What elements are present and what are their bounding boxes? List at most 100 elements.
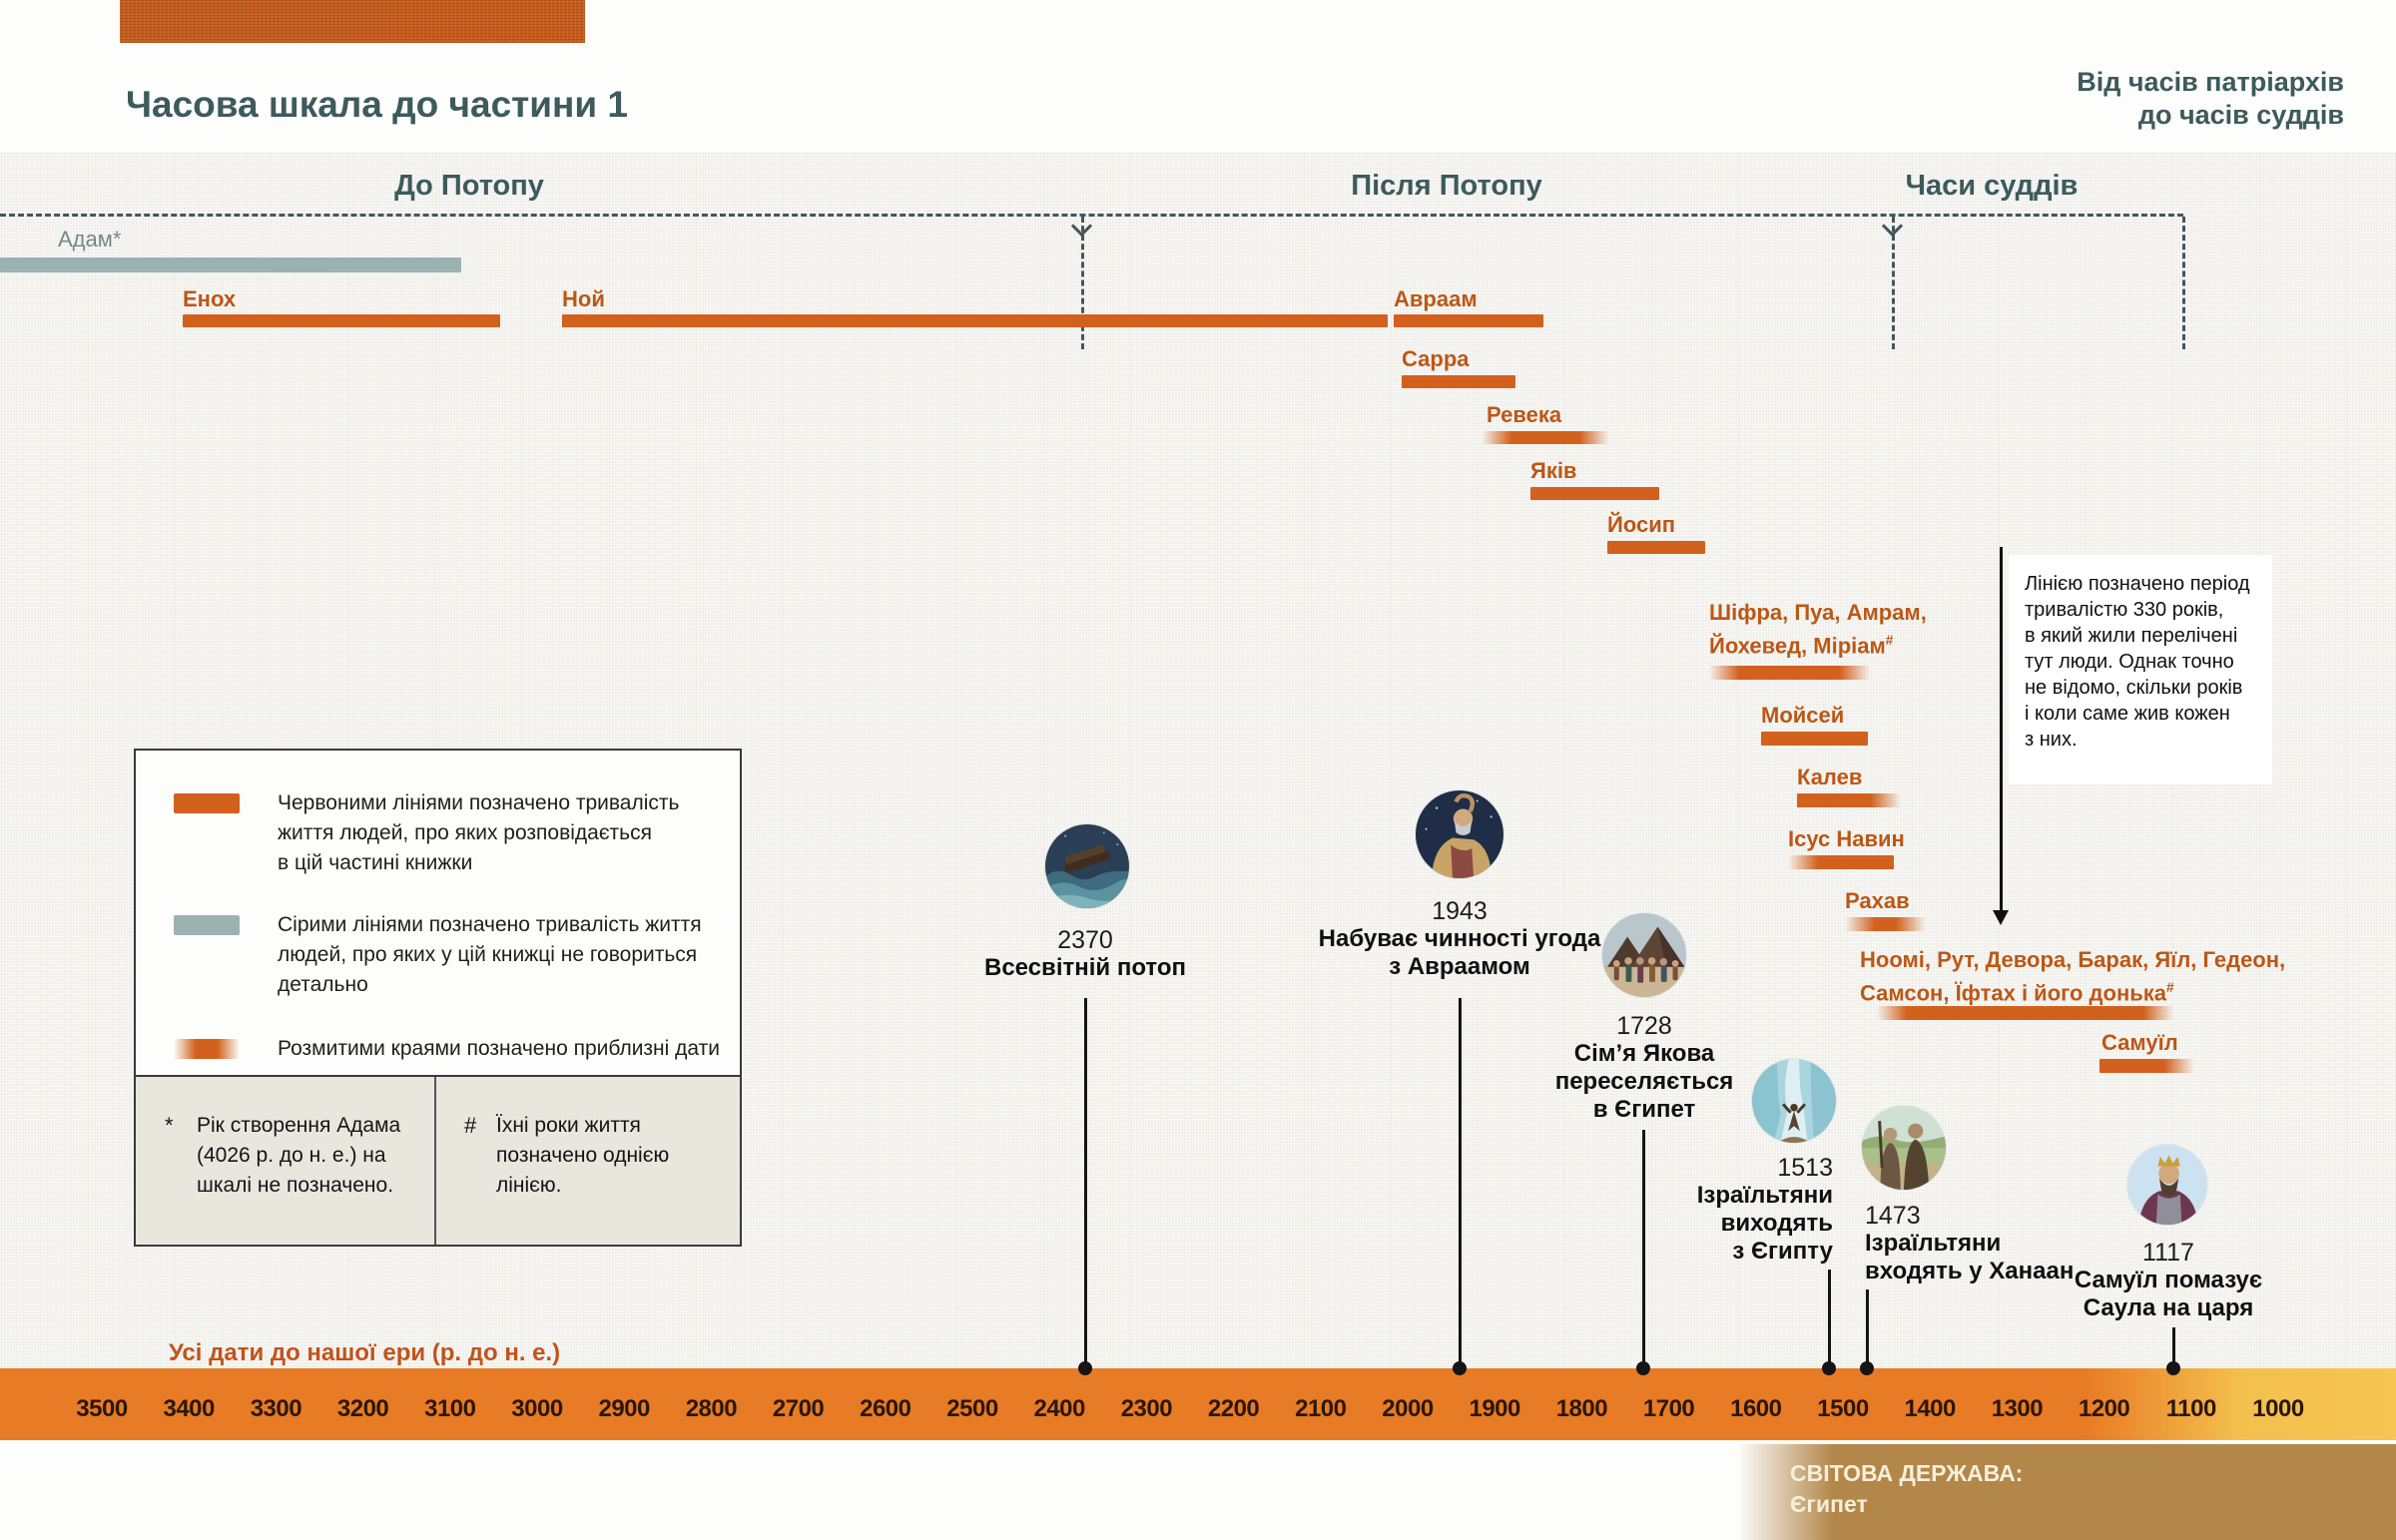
person-lifespan-bar-5 [1482, 431, 1609, 444]
person-name-line: Яків [1530, 458, 1577, 483]
event-year: 1513 [1777, 1154, 1833, 1182]
event-year: 1117 [2142, 1239, 2194, 1267]
note-line: тут люди. Однак точно [2025, 651, 2234, 673]
note-line: і коли саме жив кожен [2025, 703, 2230, 725]
note-line: з них. [2025, 729, 2078, 751]
event-text-1: 1943 Набуває чинності угода з Авраамом [1280, 897, 1639, 981]
section-label-judges: Часи суддів [1905, 170, 2079, 202]
page-subtitle: Від часів патріархів до часів суддів [2077, 66, 2344, 132]
abraham-image [1416, 790, 1503, 878]
person-name-line: Ревека [1487, 402, 1562, 427]
person-label-12: Рахав [1845, 887, 1910, 915]
person-lifespan-bar-4 [1402, 375, 1515, 388]
person-name-line: Самуїл [2101, 1030, 2178, 1055]
axis-year-2100: 2100 [1295, 1395, 1347, 1422]
person-lifespan-bar-11 [1788, 855, 1894, 869]
note-line: Лінією позначено період [2025, 573, 2250, 595]
person-name-line: Самсон, Їфтах і його донька# [1860, 980, 2174, 1006]
axis-year-2900: 2900 [598, 1395, 650, 1422]
person-label-5: Ревека [1487, 401, 1561, 429]
note-line: в який жили перелічені [2025, 625, 2238, 647]
axis-year-3100: 3100 [424, 1395, 476, 1422]
era-drop-dashed-line-2 [2182, 217, 2185, 349]
axis-year-1100: 1100 [2165, 1395, 2217, 1422]
footnote-hash-marker: # [2166, 980, 2174, 995]
footnote-text-0: Рік створення Адама (4026 р. до н. е.) на… [197, 1114, 401, 1197]
person-lifespan-bar-13 [1877, 1006, 2173, 1020]
event-marker-line-1 [1459, 998, 1462, 1368]
world-power-name: Єгипет [1790, 1491, 1868, 1517]
legend-box: Червоними лініями позначено тривалість жи… [134, 749, 742, 1077]
world-power-label: СВІТОВА ДЕРЖАВА: [1790, 1460, 2024, 1486]
footnote-marker-0: * [165, 1113, 174, 1138]
note-line: тривалістю 330 років, [2025, 599, 2224, 621]
person-lifespan-bar-14 [2099, 1059, 2194, 1073]
axis-year-3400: 3400 [163, 1395, 215, 1422]
axis-year-2800: 2800 [685, 1395, 738, 1422]
person-label-7: Йосип [1607, 511, 1675, 539]
person-label-11: Ісус Навин [1788, 825, 1905, 853]
section-label-after-flood: Після Потопу [1351, 170, 1542, 202]
person-name-line: Сарра [1402, 346, 1470, 371]
event-year: 1943 [1432, 897, 1488, 925]
footnotes-divider [434, 1077, 436, 1245]
event-caption: Всесвітній потоп [984, 954, 1186, 981]
axis-year-1400: 1400 [1904, 1395, 1956, 1422]
event-text-5: 1117 Самуїл помазує Саула на царя [1989, 1239, 2348, 1322]
event-year: 1473 [1865, 1202, 1921, 1230]
axis-year-3000: 3000 [511, 1395, 563, 1422]
legend-swatch-solid-gray [174, 915, 240, 935]
person-lifespan-bar-8 [1709, 666, 1870, 680]
person-lifespan-bar-2 [562, 314, 1388, 327]
event-text-2: 1728 Сім’я Якова переселяється в Єгипет [1465, 1012, 1824, 1124]
person-name-line: Адам* [58, 227, 122, 252]
era-divider-dashed-line [0, 214, 2183, 217]
note-arrow-head-icon [1993, 910, 2009, 925]
person-label-1: Енох [183, 285, 236, 313]
axis-year-2000: 2000 [1382, 1395, 1434, 1422]
person-label-14: Самуїл [2101, 1029, 2178, 1057]
event-axis-dot-1 [1453, 1361, 1467, 1375]
event-text-0: 2370 Всесвітній потоп [905, 926, 1265, 982]
person-name-line: Рахав [1845, 888, 1910, 913]
event-axis-dot-0 [1078, 1361, 1092, 1375]
footnote-hash-marker: # [1885, 633, 1894, 648]
axis-year-2500: 2500 [946, 1395, 998, 1422]
event-marker-line-5 [2172, 1327, 2175, 1368]
axis-year-2300: 2300 [1120, 1395, 1173, 1422]
note-arrow-line [2000, 547, 2003, 910]
legend-swatch-blurred-red [174, 1039, 240, 1059]
page-subtitle-line1: Від часів патріархів [2077, 67, 2344, 97]
event-caption: Сім’я Якова переселяється в Єгипет [1554, 1040, 1734, 1123]
person-lifespan-bar-7 [1607, 541, 1705, 554]
person-label-6: Яків [1530, 457, 1576, 485]
note-box-330-years: Лінією позначено період тривалістю 330 ро… [2009, 555, 2272, 784]
axis-year-3200: 3200 [336, 1395, 389, 1422]
person-label-8: Шіфра, Пуа, Амрам, Йохевед, Міріам# [1709, 599, 1927, 660]
person-name-line: Мойсей [1761, 703, 1845, 728]
era-drop-dashed-line-1 [1892, 217, 1895, 349]
axis-year-2600: 2600 [860, 1395, 911, 1422]
axis-year-1000: 1000 [2252, 1395, 2304, 1422]
person-name-line: Йосип [1607, 512, 1676, 537]
person-lifespan-bar-9 [1761, 732, 1868, 746]
person-lifespan-bar-1 [183, 314, 500, 327]
person-label-10: Калев [1797, 764, 1862, 791]
event-caption: Ізраїльтяни входять у Ханаан [1865, 1230, 2075, 1284]
event-marker-line-0 [1084, 998, 1087, 1368]
axis-year-3500: 3500 [76, 1395, 128, 1422]
person-name-line: Йохевед, Міріам# [1709, 633, 1894, 659]
legend-text-0: Червоними лініями позначено тривалість жи… [278, 791, 680, 874]
person-name-line: Ной [562, 286, 605, 311]
person-label-9: Мойсей [1761, 702, 1844, 730]
note-line: не відомо, скільки років [2025, 677, 2243, 699]
event-marker-line-3 [1828, 1270, 1831, 1368]
axis-year-1300: 1300 [1991, 1395, 2044, 1422]
person-name-line: Енох [183, 286, 237, 311]
era-drop-dashed-line-0 [1081, 217, 1084, 349]
footnotes-box: * Рік створення Адама (4026 р. до н. е.) н… [134, 1077, 742, 1247]
person-name-line: Калев [1797, 765, 1863, 789]
brand-color-block [120, 0, 585, 43]
axis-year-1500: 1500 [1817, 1395, 1869, 1422]
person-lifespan-bar-6 [1530, 487, 1659, 500]
